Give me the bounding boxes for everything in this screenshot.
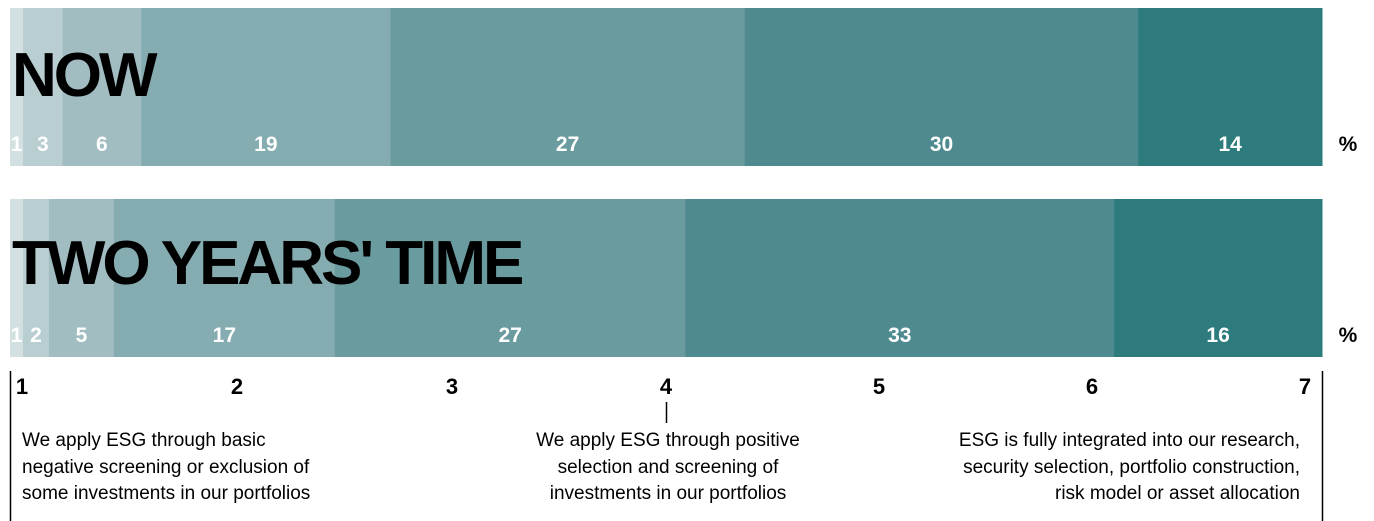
scale-tick-1: 1: [16, 374, 28, 399]
scale-tick-7: 7: [1299, 374, 1311, 399]
segment-value-label: 6: [96, 133, 108, 156]
segment-2: [22, 199, 50, 357]
segment-3: [62, 8, 142, 166]
segment-value-label: 14: [1218, 133, 1242, 156]
desc-left-line-1: We apply ESG through basic: [22, 430, 266, 451]
scale-description-left: We apply ESG through basic negative scre…: [22, 428, 382, 508]
segment-4: [113, 199, 336, 357]
scale-description-right: ESG is fully integrated into our researc…: [880, 428, 1300, 508]
segment-1: [10, 199, 24, 357]
segment-5: [390, 8, 746, 166]
segment-value-label: 5: [76, 324, 88, 347]
percent-unit-label: %: [1339, 133, 1358, 156]
segment-value-label: 3: [37, 133, 49, 156]
desc-mid-line-2: selection and screening of: [557, 456, 779, 478]
scale-tick-3: 3: [446, 374, 458, 399]
segment-value-label: 2: [30, 324, 42, 347]
segment-value-label: 16: [1206, 324, 1229, 347]
scale-tick-6: 6: [1086, 374, 1098, 399]
segment-5: [334, 199, 686, 357]
segment-value-label: 33: [888, 324, 911, 347]
bar-title: TWO YEARS' TIME: [12, 229, 522, 298]
desc-right-line-2: security selection, portfolio constructi…: [963, 456, 1300, 478]
desc-right-line-1: ESG is fully integrated into our researc…: [958, 430, 1300, 451]
segment-3: [48, 199, 115, 357]
segment-6: [685, 199, 1115, 357]
scale-tick-2: 2: [231, 374, 243, 399]
percent-unit-label: %: [1339, 324, 1358, 347]
bar-title: NOW: [12, 41, 158, 110]
scale-tick-4: 4: [660, 374, 673, 399]
desc-left-line-3: some investments in our portfolios: [22, 483, 311, 504]
desc-mid-line-3: investments in our portfolios: [549, 483, 787, 504]
segment-7: [1114, 199, 1323, 357]
bar-now: 1 3 6 19 27 30 14 NOW%: [10, 8, 1358, 166]
segment-7: [1138, 8, 1323, 166]
desc-left-line-2: negative screening or exclusion of: [22, 456, 310, 478]
segment-4: [141, 8, 391, 166]
segment-value-label: 30: [930, 133, 953, 156]
scale-axis: 1 2 3 4 5 6 7: [9, 371, 1324, 521]
segment-value-label: 19: [254, 133, 277, 156]
segment-6: [744, 8, 1139, 166]
segment-value-label: 1: [11, 133, 23, 156]
segment-value-label: 1: [11, 324, 23, 347]
bar-two-years: 1 2 5 17 27 33 16 TWO YEARS' TIME%: [10, 199, 1358, 357]
segment-value-label: 27: [498, 324, 521, 347]
segment-value-label: 17: [213, 324, 236, 347]
desc-right-line-3: risk model or asset allocation: [1055, 483, 1300, 504]
segment-value-label: 27: [556, 133, 579, 156]
scale-description-middle: We apply ESG through positive selection …: [468, 428, 868, 508]
desc-mid-line-1: We apply ESG through positive: [536, 430, 800, 451]
segment-2: [23, 8, 63, 166]
scale-tick-5: 5: [873, 374, 885, 399]
segment-1: [10, 8, 24, 166]
